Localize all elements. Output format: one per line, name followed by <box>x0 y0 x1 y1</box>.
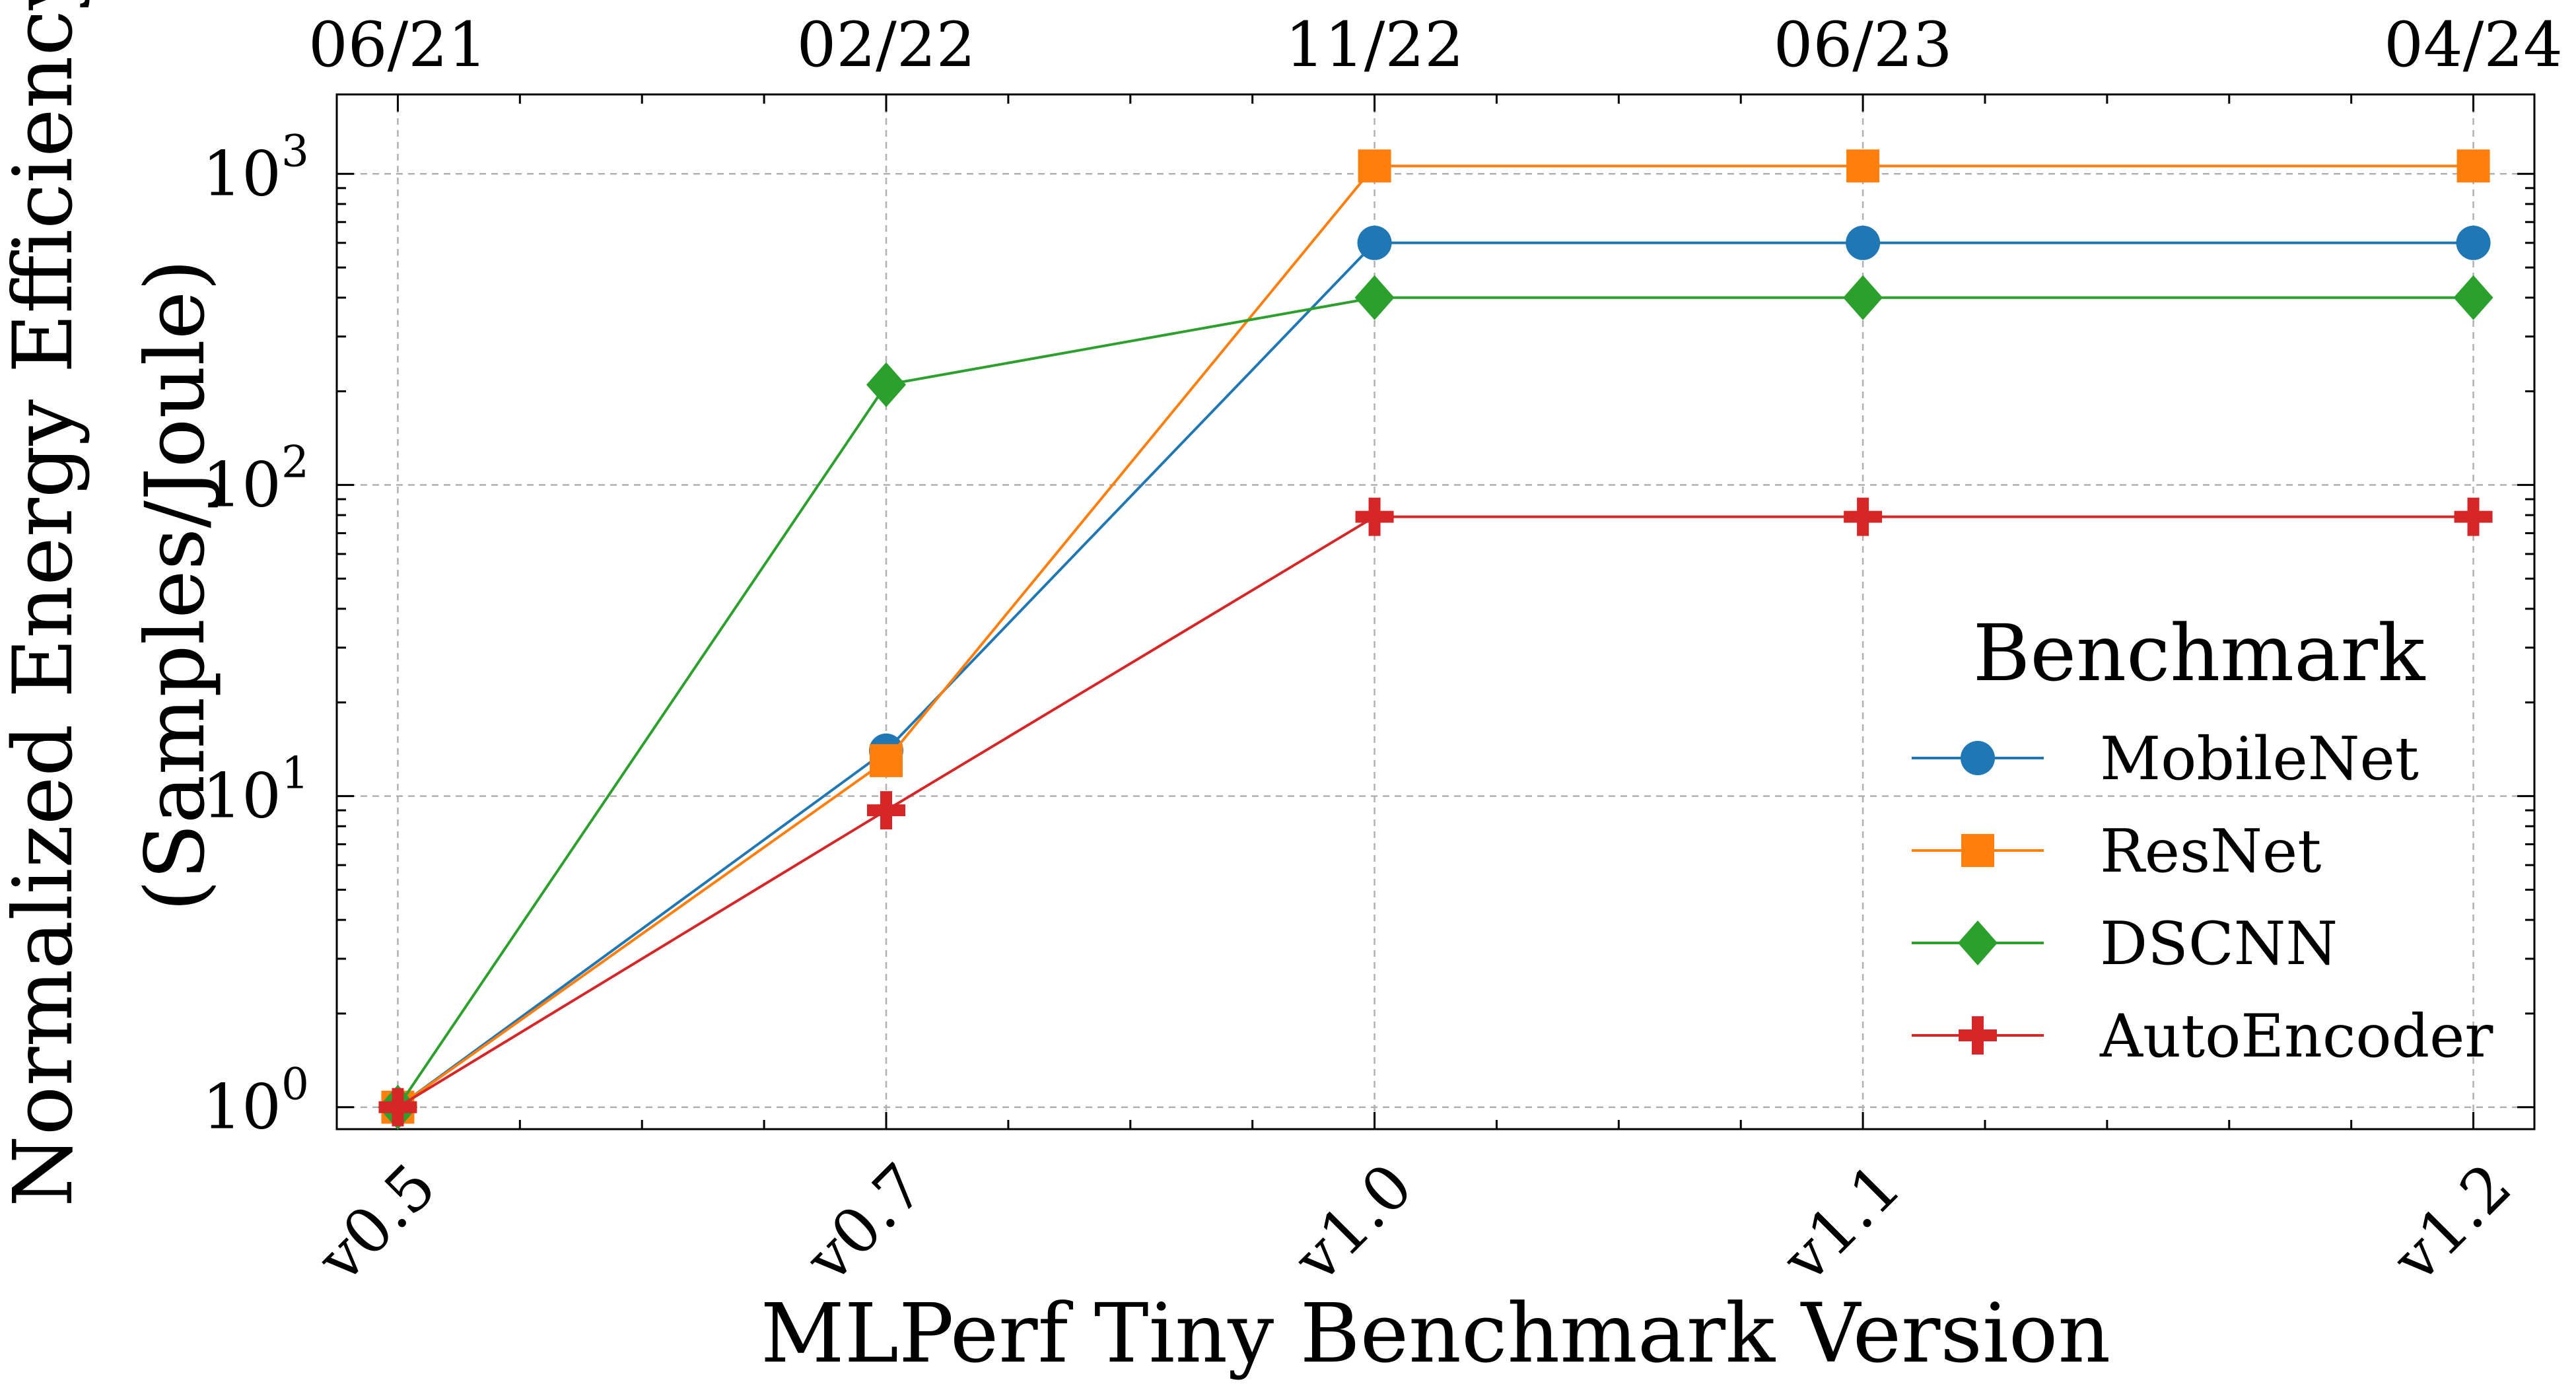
y-tick-label: 101 <box>202 748 309 833</box>
y-tick-exponent: 3 <box>281 125 309 176</box>
y-tick-base: 10 <box>202 449 281 521</box>
top-tick-label: 02/22 <box>797 9 976 81</box>
data-point-mobilenet <box>2456 225 2491 260</box>
top-tick-label: 11/22 <box>1285 9 1464 81</box>
legend-entries: MobileNet ResNet DSCNN AutoEncoder <box>1912 724 2493 1071</box>
data-point-mobilenet <box>1846 225 1881 260</box>
y-tick-base: 10 <box>202 761 281 833</box>
data-point-resnet <box>1358 149 1391 183</box>
y-tick-label: 100 <box>202 1059 309 1144</box>
data-point-resnet <box>2456 149 2490 183</box>
x-axis-title: MLPerf Tiny Benchmark Version <box>761 1286 2111 1381</box>
legend-label-resnet: ResNet <box>2100 817 2321 886</box>
data-point-dscnn <box>1843 275 1883 320</box>
legend-marker-resnet <box>1961 834 1994 867</box>
data-point-autoencoder <box>867 791 905 830</box>
grid-lines <box>337 94 2534 1129</box>
legend-marker-autoencoder <box>1959 1016 1997 1055</box>
top-tick-label: 06/21 <box>308 9 487 81</box>
series-autoencoder <box>378 497 2493 1127</box>
major-ticks <box>337 94 2534 1129</box>
data-point-resnet <box>870 744 903 777</box>
legend-title: Benchmark <box>1973 607 2426 699</box>
legend-label-mobilenet: MobileNet <box>2100 724 2419 794</box>
data-point-dscnn <box>2453 275 2493 320</box>
y-axis-title-line1: Normalized Energy Efficiency <box>0 0 91 1207</box>
y-tick-label: 102 <box>202 436 309 521</box>
y-tick-exponent: 0 <box>281 1059 309 1110</box>
y-tick-base: 10 <box>202 1072 281 1144</box>
top-tick-label: 04/24 <box>2384 9 2563 81</box>
y-tick-label: 103 <box>202 125 309 210</box>
y-tick-exponent: 1 <box>281 748 309 799</box>
legend-marker-mobilenet <box>1961 741 1995 775</box>
legend-entry-resnet: ResNet <box>1912 817 2321 886</box>
plot-frame <box>335 93 2536 1130</box>
series-dscnn <box>378 275 2493 1130</box>
minor-ticks <box>337 94 2534 1129</box>
data-point-autoencoder <box>1844 497 1883 536</box>
legend-label-dscnn: DSCNN <box>2100 909 2338 979</box>
legend-label-autoencoder: AutoEncoder <box>2099 1002 2493 1071</box>
legend: Benchmark MobileNet ResNet DSCNN AutoEncode… <box>1912 607 2493 1071</box>
y-tick-base: 10 <box>202 138 281 210</box>
data-point-autoencoder <box>2454 497 2493 536</box>
legend-entry-autoencoder: AutoEncoder <box>1912 1002 2493 1071</box>
top-tick-label: 06/23 <box>1774 9 1953 81</box>
data-point-resnet <box>1846 149 1880 183</box>
data-series <box>378 149 2493 1130</box>
series-resnet <box>381 149 2490 1124</box>
data-point-dscnn <box>866 362 906 407</box>
y-axis-title: Normalized Energy Efficiency (Samples/Jo… <box>0 0 223 1207</box>
legend-entry-mobilenet: MobileNet <box>1912 724 2419 794</box>
y-axis-title-line2: (Samples/Joule) <box>128 259 223 911</box>
y-tick-exponent: 2 <box>281 436 309 487</box>
top-tick-labels: 06/21 02/22 11/22 06/23 04/24 <box>308 9 2563 81</box>
data-point-dscnn <box>1354 275 1395 320</box>
data-point-mobilenet <box>1357 225 1392 260</box>
data-point-autoencoder <box>1355 497 1394 536</box>
legend-entry-dscnn: DSCNN <box>1912 909 2338 979</box>
data-point-autoencoder <box>378 1088 417 1127</box>
legend-marker-dscnn <box>1958 920 1998 965</box>
